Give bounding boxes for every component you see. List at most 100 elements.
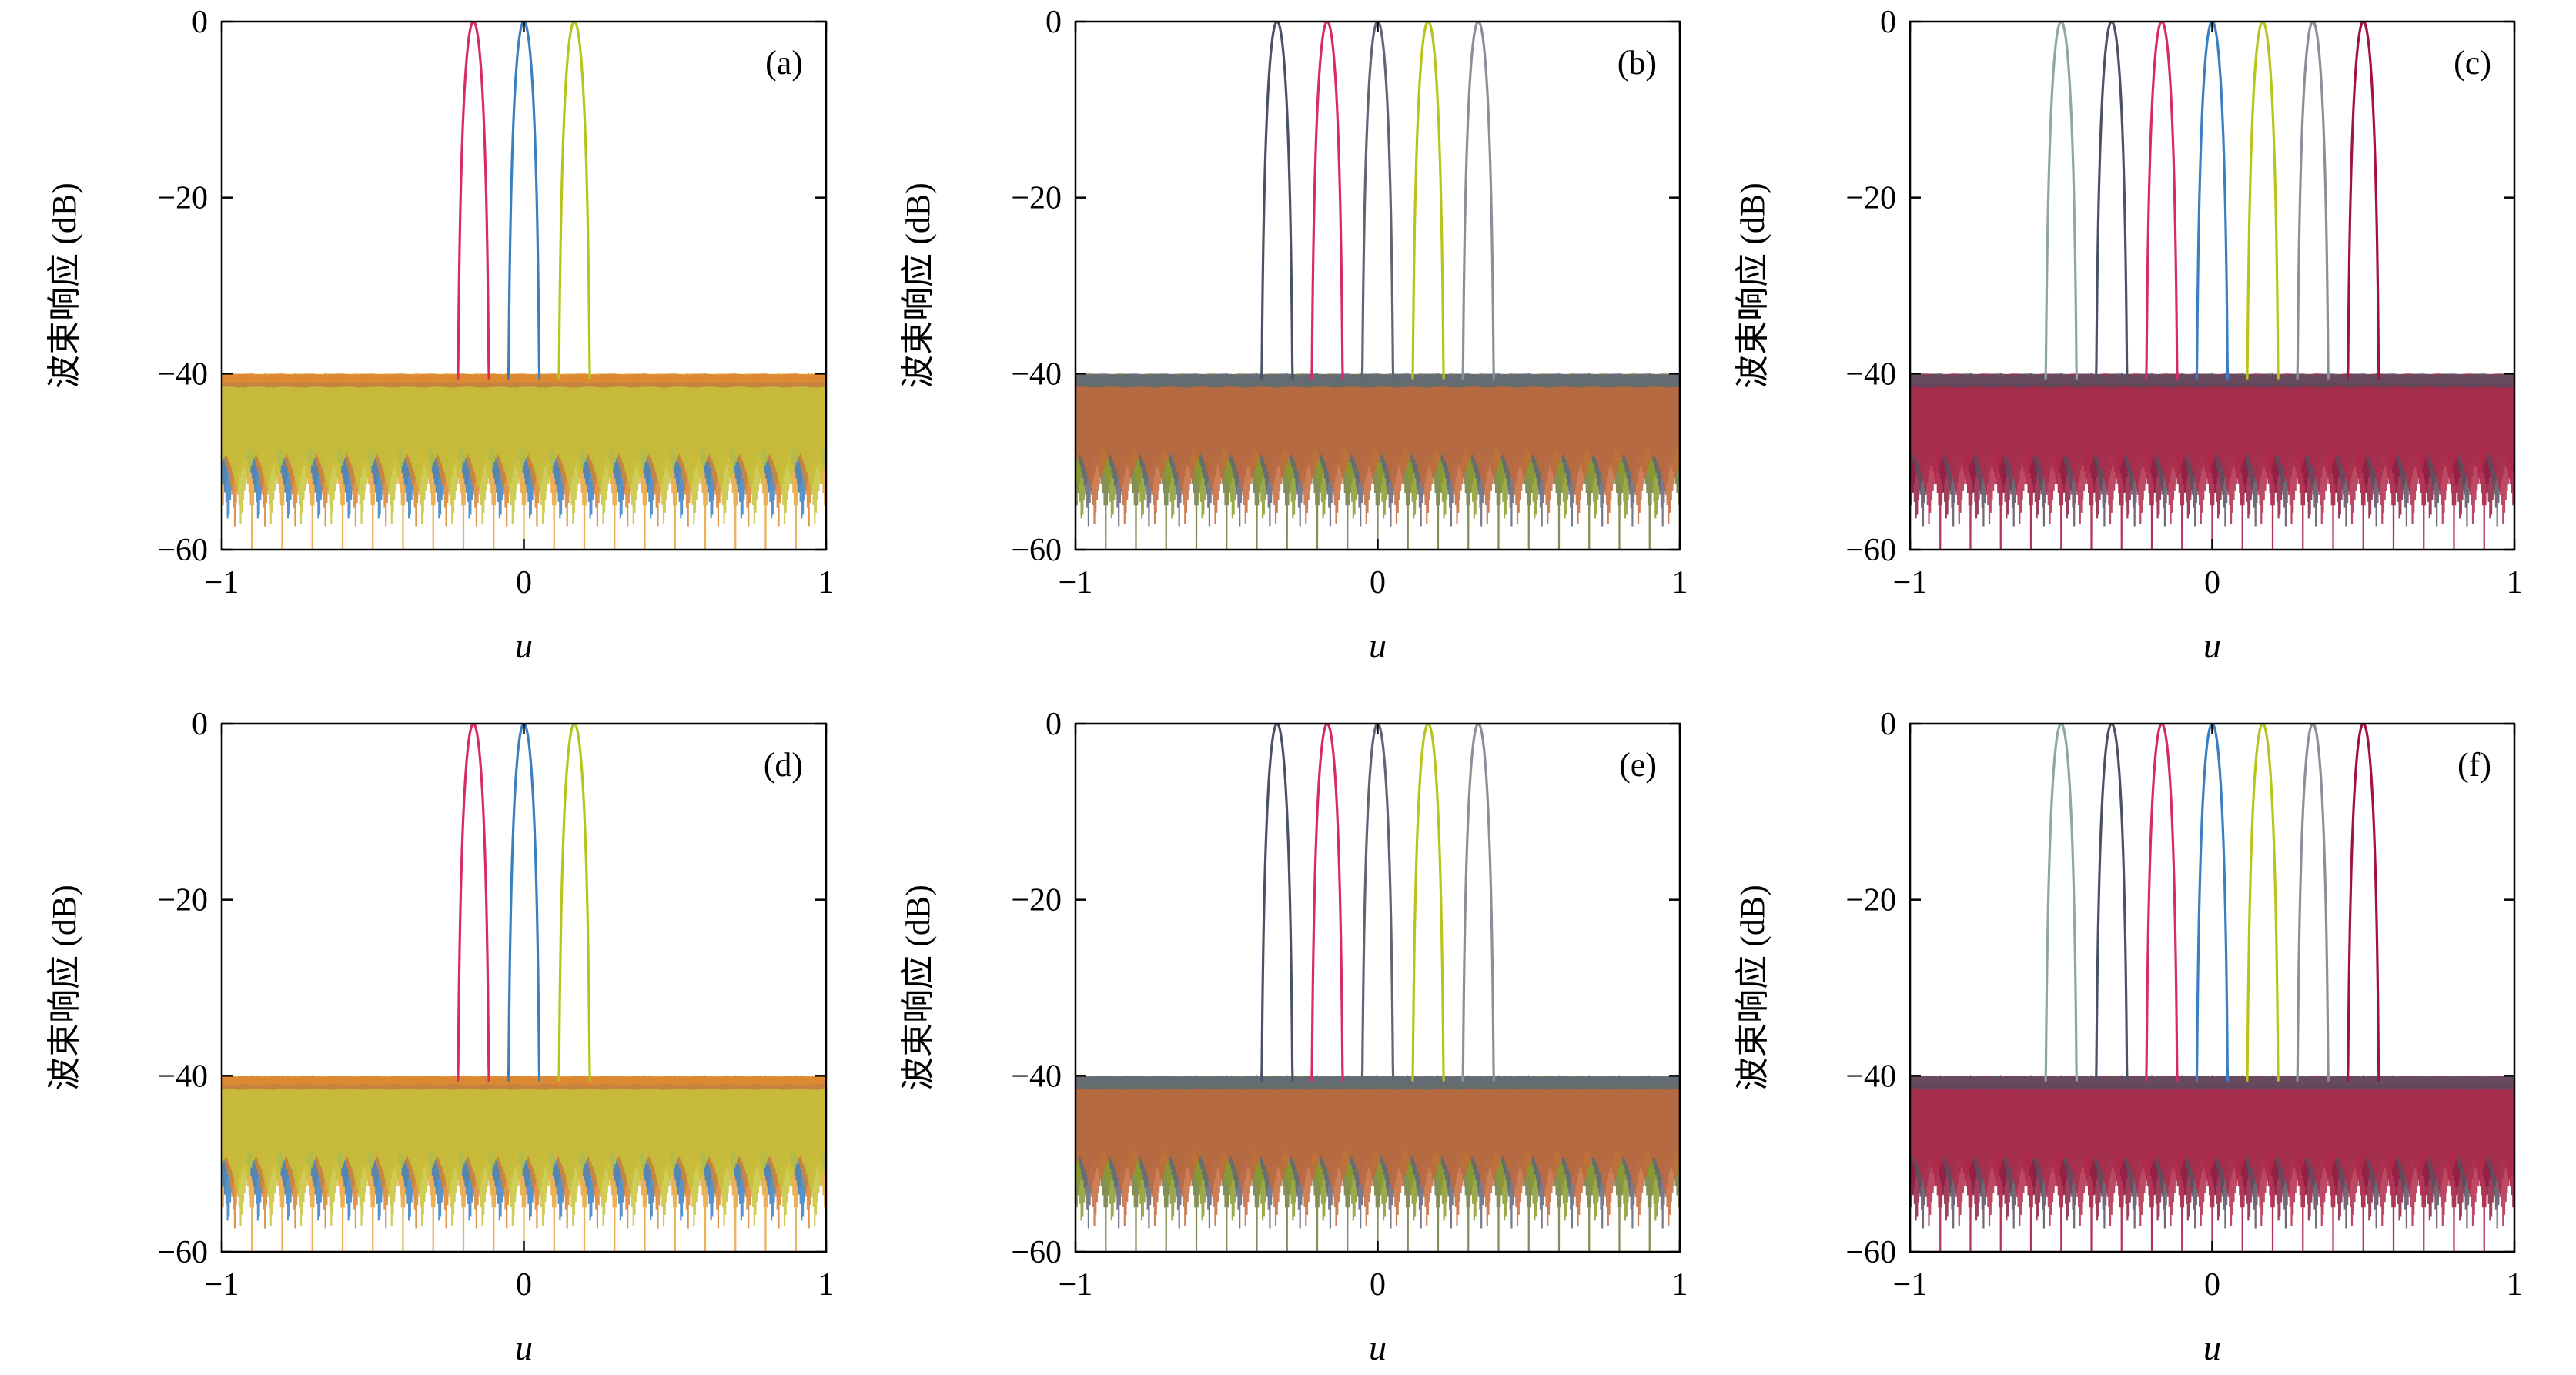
- x-axis-label: u: [1369, 626, 1387, 665]
- panel-a: 0 −20 −40 −60−1 0 1 u 波束响应 (dB) (a): [45, 5, 835, 665]
- panel-d: 0 −20 −40 −60−1 0 1 u 波束响应 (dB) (d): [45, 707, 835, 1367]
- main-lobe: [2296, 724, 2330, 1082]
- y-tick-label: −60: [1845, 533, 1896, 568]
- plot-area: [1076, 22, 1680, 550]
- main-lobe: [2044, 22, 2078, 380]
- y-axis-label: 波束响应 (dB): [1734, 885, 1771, 1091]
- y-axis-label: 波束响应 (dB): [899, 182, 937, 389]
- main-lobe: [557, 22, 591, 380]
- panel-label: (e): [1619, 746, 1657, 784]
- y-tick-label: −60: [1011, 1235, 1062, 1270]
- main-lobe: [1461, 724, 1495, 1082]
- x-tick-label: −1: [205, 565, 239, 601]
- y-tick-label: −60: [157, 533, 208, 568]
- main-lobe: [457, 724, 490, 1082]
- main-lobe: [1461, 22, 1495, 380]
- sidelobe-trace: [1076, 1089, 1680, 1226]
- sidelobe-trace: [222, 1089, 826, 1226]
- panel-label: (f): [2457, 746, 2491, 784]
- y-tick-label: −60: [1011, 533, 1062, 568]
- x-tick-label: 0: [2204, 1267, 2220, 1303]
- x-tick-label: 1: [818, 565, 835, 601]
- y-tick-label: −40: [1845, 356, 1896, 392]
- y-tick-label: −20: [157, 181, 208, 216]
- sidelobe-trace: [1076, 386, 1680, 524]
- main-lobe: [2095, 22, 2129, 380]
- x-tick-label: −1: [205, 1267, 239, 1303]
- main-lobe: [1360, 724, 1395, 1082]
- y-axis-label: 波束响应 (dB): [899, 885, 937, 1091]
- panel-label: (b): [1618, 44, 1657, 82]
- main-lobe: [1411, 22, 1445, 380]
- x-tick-label: 1: [818, 1267, 835, 1303]
- plot-area: [222, 22, 826, 550]
- y-axis-label: 波束响应 (dB): [1734, 182, 1771, 389]
- y-tick-label: −40: [1845, 1059, 1896, 1094]
- panel-label: (c): [2454, 44, 2491, 82]
- y-axis-label: 波束响应 (dB): [45, 182, 83, 389]
- sidelobe-trace: [222, 386, 826, 524]
- y-tick-label: 0: [1880, 5, 1896, 40]
- x-tick-label: −1: [1059, 565, 1093, 601]
- y-tick-label: 0: [1045, 707, 1062, 742]
- main-lobe: [1310, 22, 1344, 380]
- y-tick-label: −60: [1845, 1235, 1896, 1270]
- x-tick-label: 1: [1672, 1267, 1688, 1303]
- y-tick-label: −20: [1845, 181, 1896, 216]
- x-tick-label: −1: [1893, 565, 1928, 601]
- main-lobe: [557, 724, 591, 1082]
- main-lobe: [2246, 22, 2280, 380]
- main-lobe: [2195, 724, 2230, 1082]
- x-tick-label: 1: [2507, 1267, 2523, 1303]
- x-tick-label: −1: [1893, 1267, 1928, 1303]
- main-lobe: [1260, 22, 1294, 380]
- main-lobe: [2044, 724, 2078, 1082]
- main-lobe: [2246, 724, 2280, 1082]
- main-lobe: [2347, 724, 2380, 1082]
- sidelobe-trace: [1910, 1089, 2514, 1226]
- x-axis-label: u: [515, 626, 533, 665]
- x-tick-label: −1: [1059, 1267, 1093, 1303]
- main-lobe: [1411, 724, 1445, 1082]
- x-tick-label: 1: [2507, 565, 2523, 601]
- panel-label: (a): [765, 44, 803, 82]
- panel-label: (d): [764, 746, 803, 784]
- y-tick-label: 0: [192, 5, 208, 40]
- x-axis-label: u: [2203, 626, 2221, 665]
- y-tick-label: −60: [157, 1235, 208, 1270]
- panel-c: 0 −20 −40 −60−1 0 1 u 波束响应 (dB) (c): [1734, 5, 2523, 665]
- main-lobe: [1260, 724, 1294, 1082]
- x-axis-label: u: [2203, 1328, 2221, 1367]
- y-tick-label: −20: [1011, 181, 1062, 216]
- x-tick-label: 0: [516, 565, 532, 601]
- main-lobe: [1360, 22, 1395, 380]
- plot-area: [1910, 22, 2514, 550]
- sidelobe-trace: [1910, 386, 2514, 524]
- main-lobe: [2195, 22, 2230, 380]
- main-lobe: [507, 724, 541, 1082]
- main-lobe: [2347, 22, 2380, 380]
- panel-f: 0 −20 −40 −60−1 0 1 u 波束响应 (dB) (f): [1734, 707, 2523, 1367]
- main-lobe: [1310, 724, 1344, 1082]
- plot-area: [1076, 724, 1680, 1252]
- y-tick-label: −20: [1011, 883, 1062, 918]
- y-tick-label: −40: [1011, 1059, 1062, 1094]
- y-tick-label: 0: [1880, 707, 1896, 742]
- y-tick-label: 0: [192, 707, 208, 742]
- y-tick-label: −40: [157, 1059, 208, 1094]
- y-tick-label: −20: [1845, 883, 1896, 918]
- y-tick-label: 0: [1045, 5, 1062, 40]
- x-tick-label: 0: [1370, 565, 1386, 601]
- x-tick-label: 0: [2204, 565, 2220, 601]
- main-lobe: [2095, 724, 2129, 1082]
- main-lobe: [2296, 22, 2330, 380]
- y-tick-label: −40: [1011, 356, 1062, 392]
- panel-e: 0 −20 −40 −60−1 0 1 u 波束响应 (dB) (e): [899, 707, 1688, 1367]
- main-lobe: [2145, 724, 2179, 1082]
- x-axis-label: u: [1369, 1328, 1387, 1367]
- x-tick-label: 0: [516, 1267, 532, 1303]
- x-axis-label: u: [515, 1328, 533, 1367]
- x-tick-label: 0: [1370, 1267, 1386, 1303]
- y-tick-label: −20: [157, 883, 208, 918]
